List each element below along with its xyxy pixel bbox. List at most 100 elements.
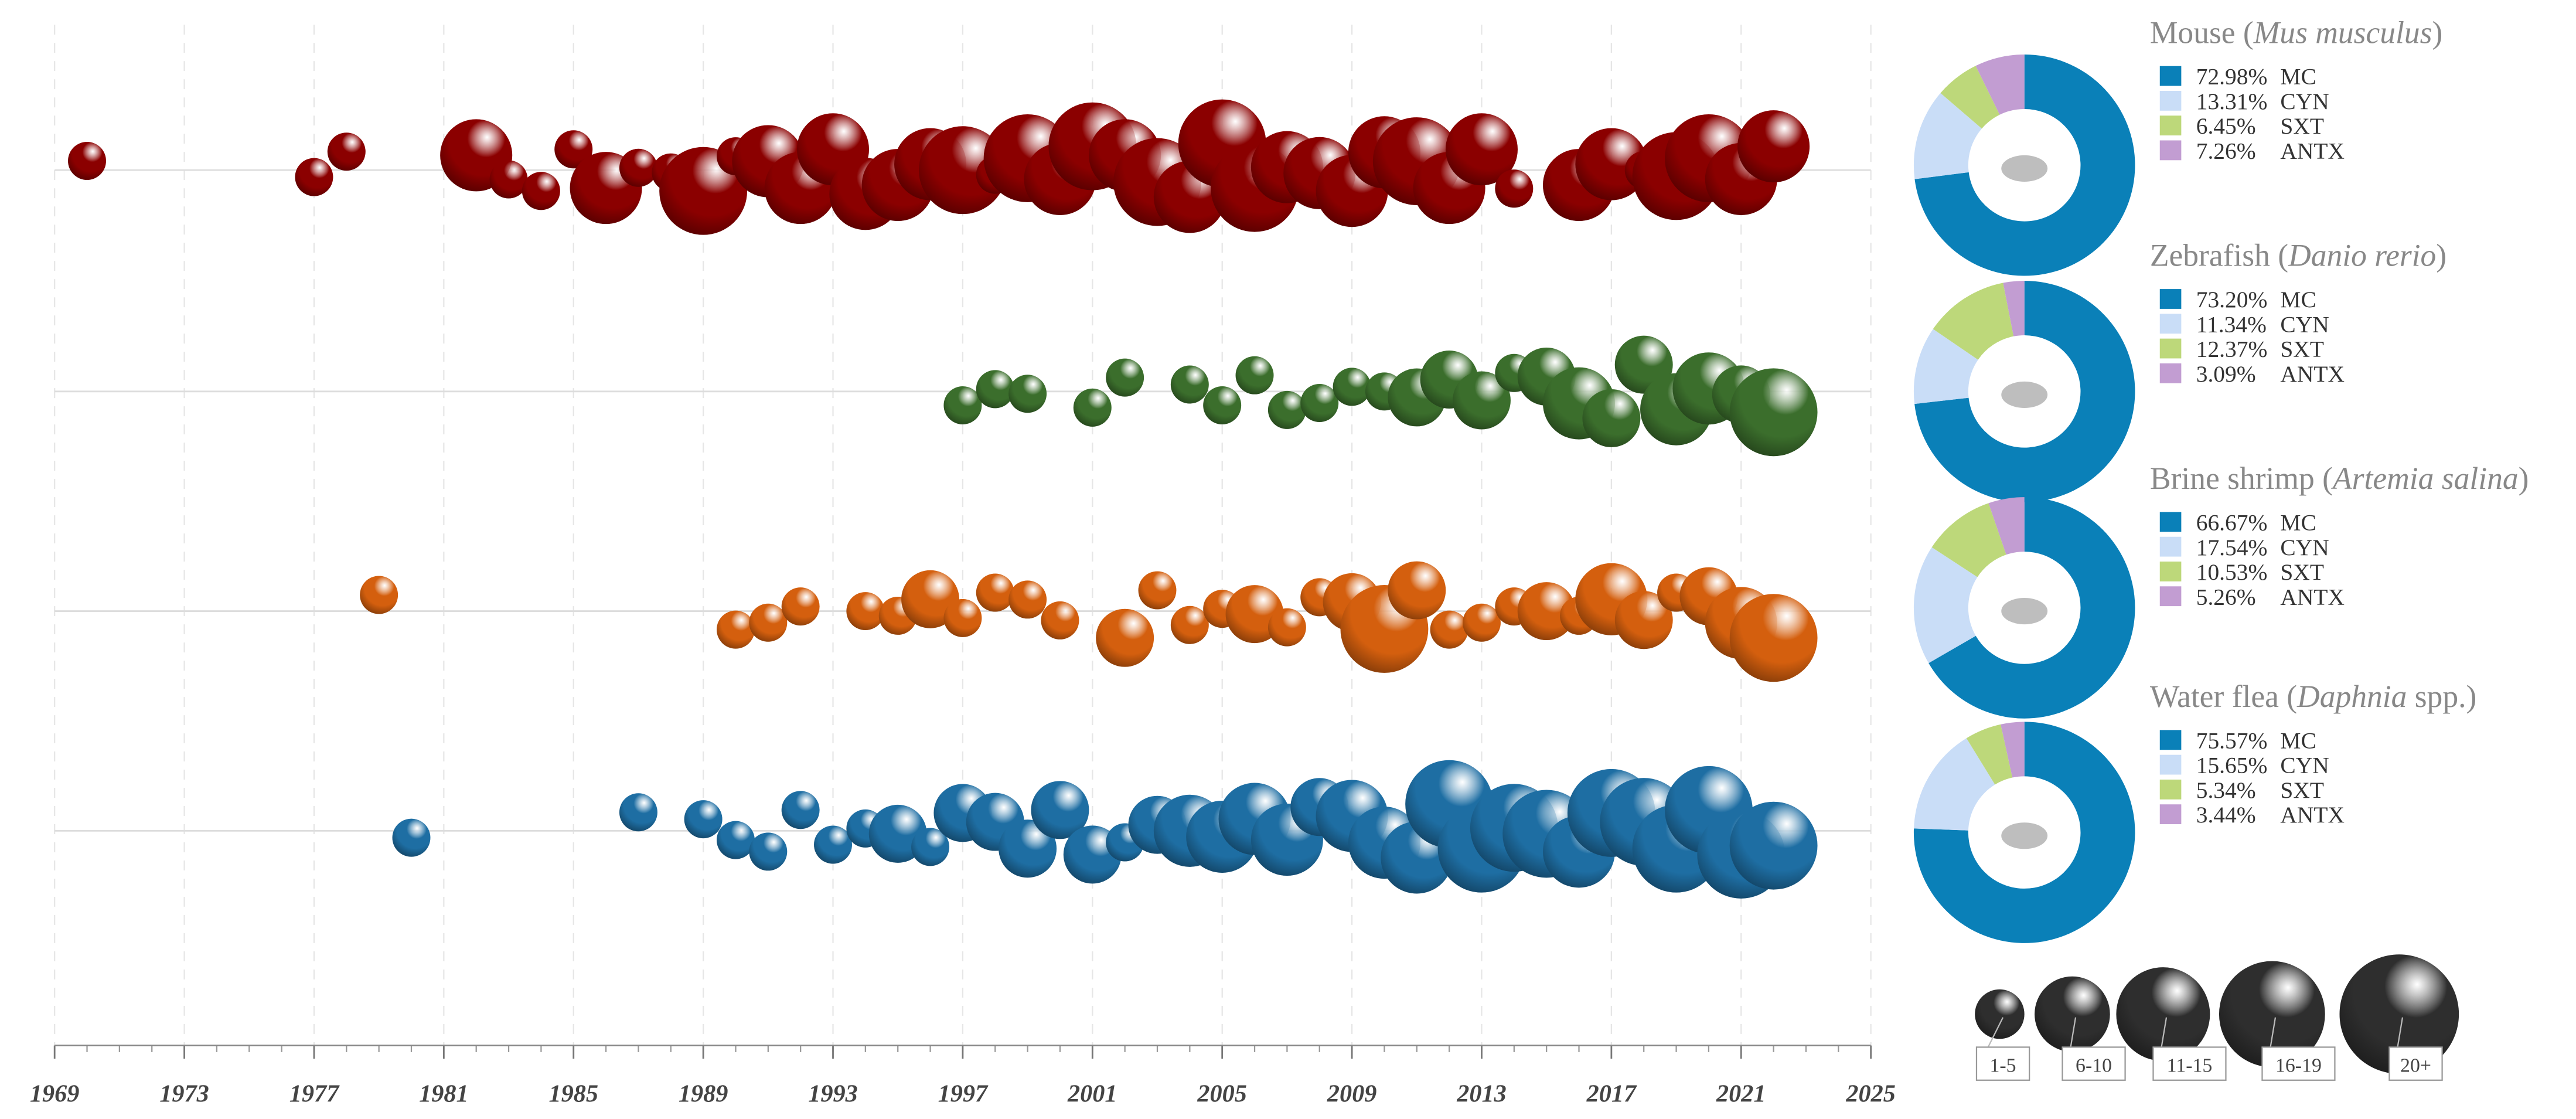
legend-value: 72.98% xyxy=(2196,64,2268,90)
bubble xyxy=(1041,601,1079,640)
bubble xyxy=(1073,388,1112,427)
size-label: 1-5 xyxy=(1990,1055,2016,1077)
x-tick-label: 2001 xyxy=(1067,1080,1117,1107)
x-tick-label: 2021 xyxy=(1716,1080,1766,1107)
legend-value: 3.09% xyxy=(2196,361,2256,387)
title-part: Danio rerio xyxy=(2288,238,2436,273)
x-tick-label: 1973 xyxy=(159,1080,209,1107)
donut-slice xyxy=(1913,547,1978,664)
bubble xyxy=(846,592,885,631)
donut-slice xyxy=(1913,329,1978,404)
size-legend-bubble xyxy=(2219,961,2325,1067)
legend-value: 66.67% xyxy=(2196,509,2268,535)
size-label-box xyxy=(1975,1046,2030,1081)
x-tick-label: 2013 xyxy=(1456,1080,1507,1107)
bubble xyxy=(976,573,1014,612)
bubble xyxy=(1729,801,1818,890)
bubble xyxy=(716,610,755,649)
legend-label: MC xyxy=(2280,509,2316,535)
legend-swatch xyxy=(2159,804,2182,825)
size-label: 16-19 xyxy=(2275,1055,2322,1077)
bubble xyxy=(918,126,1007,215)
legend-value: 73.20% xyxy=(2196,287,2268,312)
legend-swatch xyxy=(2159,586,2182,607)
bubble xyxy=(749,603,788,642)
title-part: Mus musculus xyxy=(2253,15,2432,50)
donut-slice xyxy=(1933,283,2014,360)
legend-label: SXT xyxy=(2280,777,2324,803)
legend-label: MC xyxy=(2280,64,2316,90)
donut-slice xyxy=(1914,54,2135,276)
title-part: Daphnia xyxy=(2296,679,2407,714)
size-label: 6-10 xyxy=(2076,1055,2112,1077)
legend-swatch xyxy=(2159,730,2182,750)
title-part: Brine shrimp ( xyxy=(2150,461,2333,496)
legend-label: CYN xyxy=(2280,89,2329,114)
animal-icon xyxy=(2001,155,2048,182)
donut-slice xyxy=(1966,724,2013,785)
legend-swatch xyxy=(2159,289,2182,309)
donut-slice xyxy=(1931,503,2006,577)
bubble xyxy=(1737,110,1810,183)
bubble xyxy=(1170,365,1209,404)
donut-slice xyxy=(1940,66,2000,129)
legend-swatch xyxy=(2159,536,2182,557)
bubble xyxy=(999,819,1057,878)
legend-label: ANTX xyxy=(2280,584,2345,610)
bubble xyxy=(1300,384,1339,422)
size-label-box xyxy=(2152,1046,2227,1081)
legend-value: 11.34% xyxy=(2196,311,2267,337)
size-legend-bubble xyxy=(1975,989,2025,1039)
donut-slice xyxy=(1913,93,1982,179)
bubble xyxy=(1106,358,1144,397)
legend-swatch xyxy=(2159,115,2182,136)
bubble xyxy=(619,148,657,187)
size-legend-bubble xyxy=(2116,967,2210,1062)
x-tick-label: 1993 xyxy=(808,1080,858,1107)
x-tick-label: 1977 xyxy=(289,1080,340,1107)
legend-label: MC xyxy=(2280,287,2316,312)
legend-swatch xyxy=(2159,779,2182,800)
bubble xyxy=(1582,389,1641,447)
x-tick-label: 2025 xyxy=(1845,1080,1896,1107)
bubble xyxy=(1096,608,1154,667)
x-tick-label: 1989 xyxy=(679,1080,728,1107)
donut-slice xyxy=(2001,722,2025,778)
legend-swatch xyxy=(2159,562,2182,581)
x-tick-label: 1985 xyxy=(548,1080,598,1107)
legend-value: 75.57% xyxy=(2196,727,2268,753)
bubble xyxy=(1430,610,1468,649)
bubble xyxy=(814,825,852,864)
bubble xyxy=(1453,371,1511,430)
bubble xyxy=(522,172,560,210)
bubble xyxy=(1495,169,1534,208)
bubble xyxy=(392,818,431,857)
size-legend-bubble xyxy=(2339,954,2459,1074)
legend-label: CYN xyxy=(2280,753,2329,778)
legend-swatch xyxy=(2159,140,2182,161)
bubble xyxy=(781,587,820,626)
bubble xyxy=(489,160,528,199)
legend-value: 15.65% xyxy=(2196,753,2268,778)
legend-label: SXT xyxy=(2280,559,2324,585)
bubble xyxy=(781,791,820,829)
bubble xyxy=(1445,113,1518,186)
legend-label: ANTX xyxy=(2280,361,2345,387)
legend-value: 6.45% xyxy=(2196,113,2256,139)
donut-slice xyxy=(1914,281,2135,502)
x-tick-label: 1981 xyxy=(419,1080,469,1107)
bubble xyxy=(1138,571,1177,610)
donut-slice xyxy=(1975,54,2025,115)
legend-swatch xyxy=(2159,314,2182,334)
title-part: ) xyxy=(2519,461,2529,496)
x-tick-label: 1997 xyxy=(938,1080,989,1107)
bubble xyxy=(1008,580,1047,619)
legend-swatch xyxy=(2159,90,2182,111)
bubble xyxy=(943,598,982,637)
legend-swatch xyxy=(2159,338,2182,359)
bubble xyxy=(1267,390,1306,429)
legend-value: 10.53% xyxy=(2196,559,2268,585)
donut-slice xyxy=(1914,738,1995,831)
title-part: ) xyxy=(2436,238,2446,273)
